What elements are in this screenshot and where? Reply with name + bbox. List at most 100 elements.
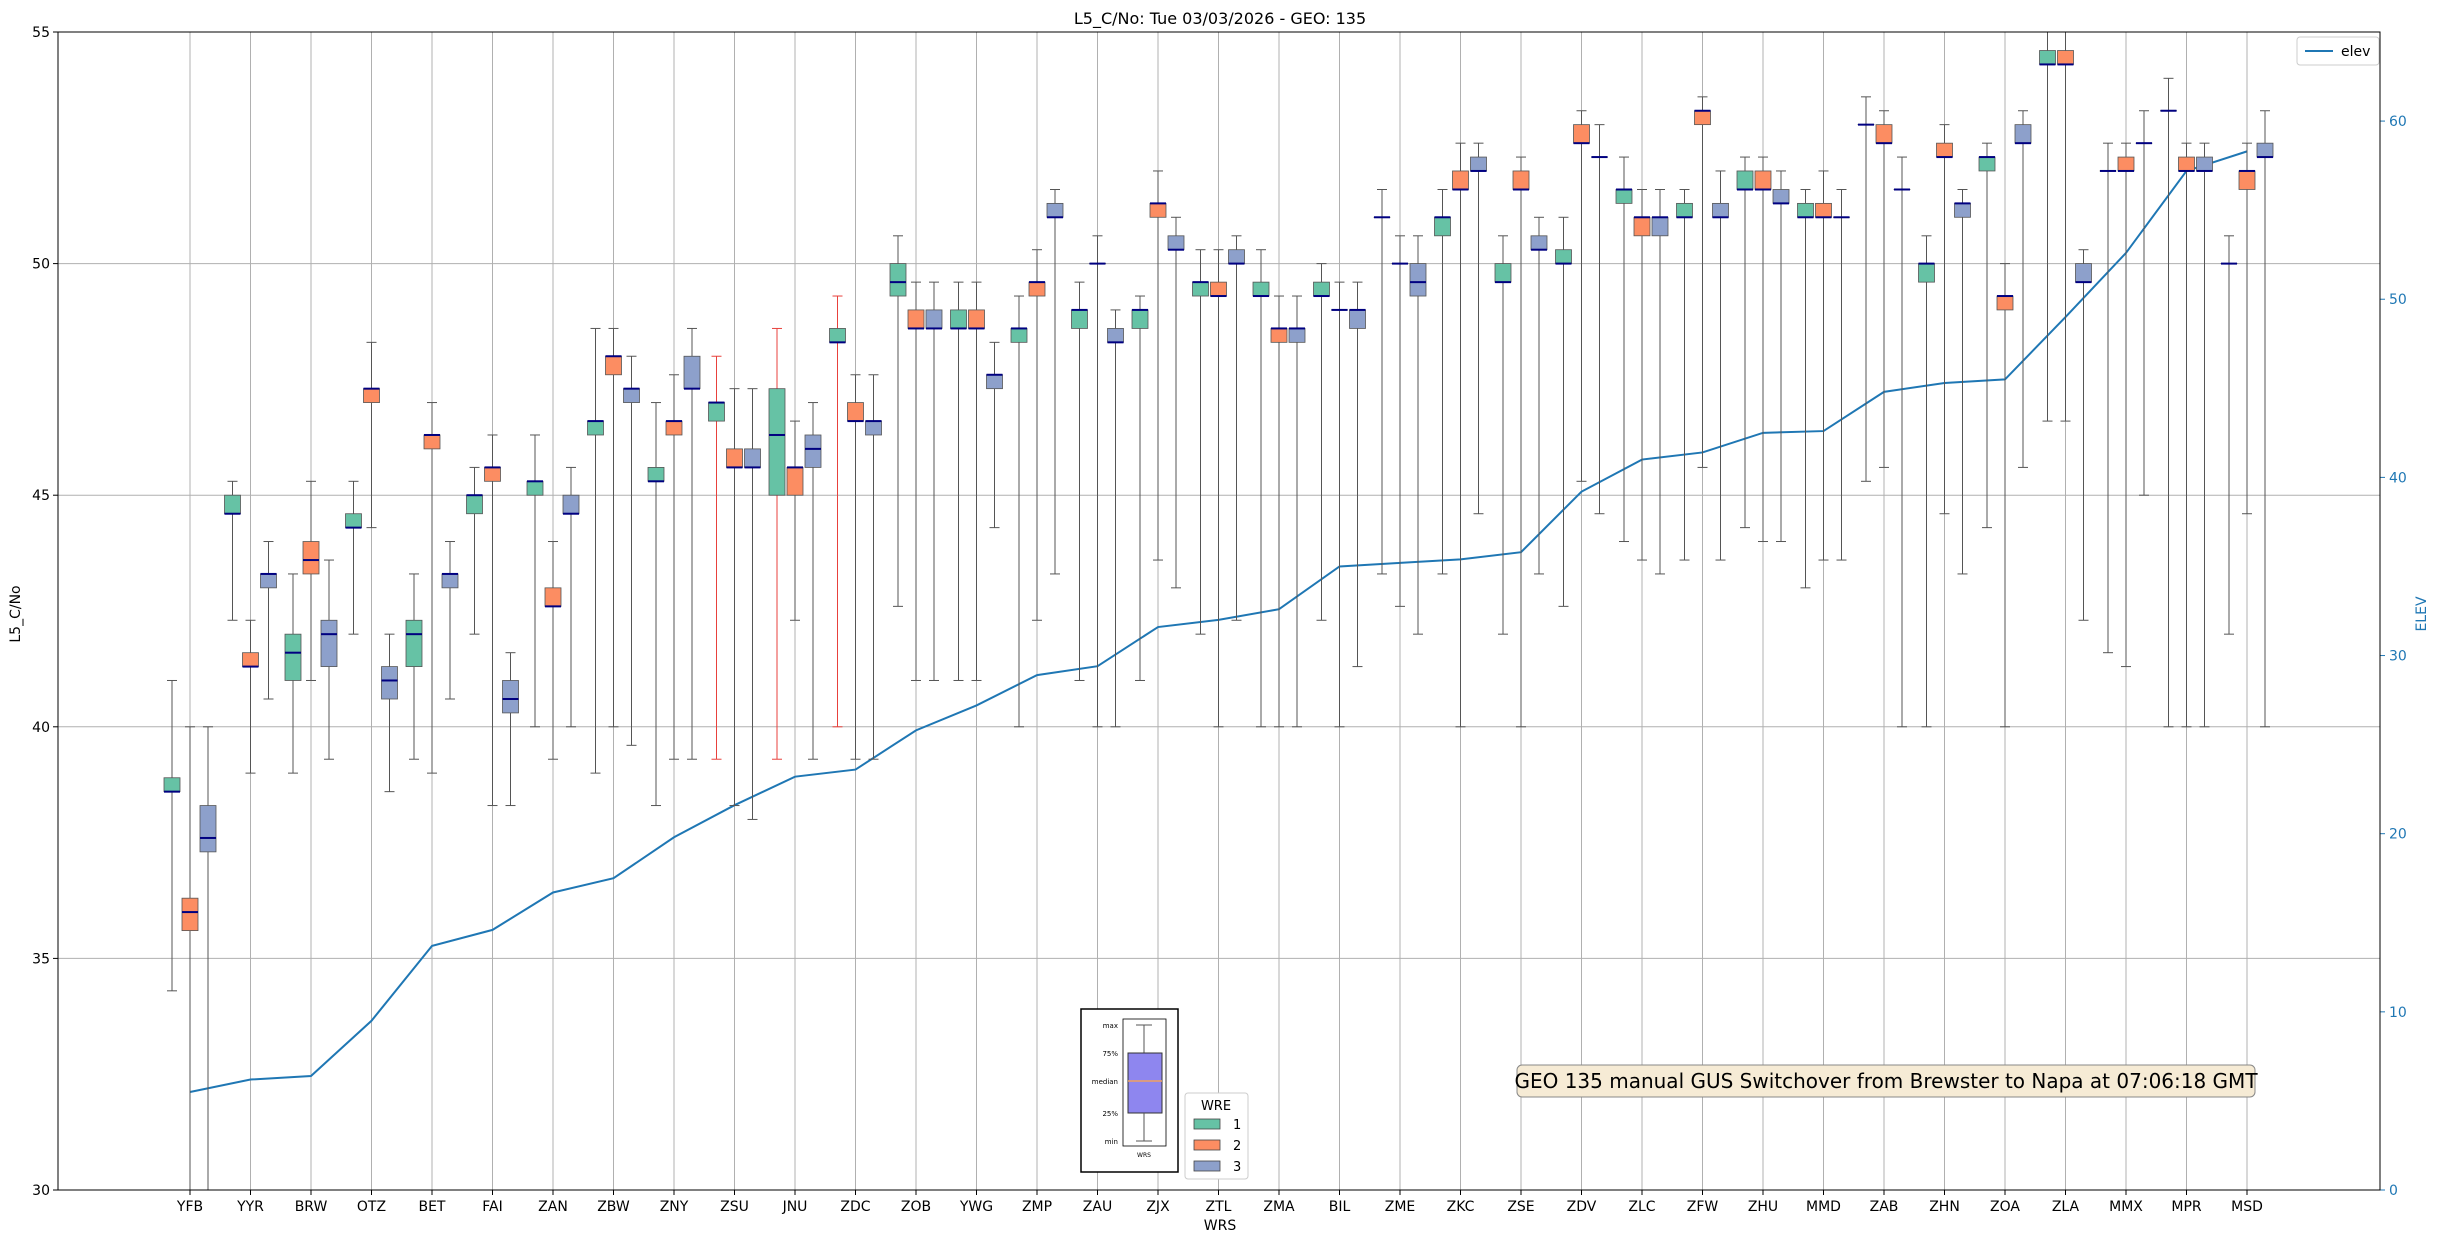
iqr-box bbox=[986, 374, 1003, 390]
iqr-box bbox=[1028, 281, 1046, 297]
iqr-box bbox=[804, 434, 822, 468]
iqr-box bbox=[1712, 202, 1729, 218]
iqr-box bbox=[1470, 156, 1487, 172]
box-wre2-ZLA bbox=[2057, 31, 2074, 422]
iqr-box bbox=[1071, 309, 1088, 329]
box-wre2-ZAB bbox=[1875, 110, 1893, 468]
box-wre3-ZDC bbox=[865, 374, 882, 760]
iqr-box bbox=[562, 494, 580, 515]
elev-legend: elev bbox=[2296, 36, 2380, 66]
box-wre1-MPR bbox=[2160, 77, 2177, 728]
x-tick-label: ZLC bbox=[1628, 1199, 1655, 1215]
iqr-box bbox=[302, 541, 320, 575]
switchover-annotation: GEO 135 manual GUS Switchover from Brews… bbox=[1514, 1064, 2258, 1098]
iqr-box bbox=[726, 448, 743, 468]
iqr-box bbox=[502, 680, 519, 714]
x-tick-label: JNU bbox=[782, 1199, 808, 1215]
x-tick-label: ZOB bbox=[901, 1199, 931, 1215]
annotation-box bbox=[1516, 1064, 2256, 1098]
iqr-box bbox=[284, 633, 302, 681]
box-wre2-MPR bbox=[2178, 142, 2195, 728]
iqr-box bbox=[1313, 281, 1330, 297]
box-wre2-MMX bbox=[2117, 142, 2135, 668]
inset-label-max: max bbox=[1103, 1022, 1118, 1030]
box-wre3-ZHU bbox=[1772, 170, 1790, 543]
box-wre2-ZLC bbox=[1633, 188, 1651, 561]
x-tick-label: ZMA bbox=[1263, 1199, 1295, 1215]
box-wre1-ZAU bbox=[1071, 281, 1088, 681]
iqr-box bbox=[1167, 235, 1185, 251]
box-wre3-ZAU bbox=[1107, 309, 1124, 728]
x-tick-label: ZBW bbox=[597, 1199, 630, 1215]
box-wre1-ZAN bbox=[526, 434, 544, 728]
axis-layer: 30 35 40 45 50 55 0 10 20 30 40 50 60 YFB YYR BRW OTZ BET… bbox=[32, 25, 2407, 1215]
iqr-box bbox=[1349, 309, 1366, 329]
box-wre1-ZHN bbox=[1918, 235, 1935, 728]
box-wre3-MPR bbox=[2196, 142, 2213, 728]
iqr-box bbox=[260, 573, 277, 589]
box-wre2-ZMP bbox=[1028, 249, 1046, 621]
x-tick-label: ZMP bbox=[1022, 1199, 1052, 1215]
inset-label-q1: 25% bbox=[1102, 1110, 1118, 1118]
iqr-box bbox=[484, 467, 501, 482]
iqr-box bbox=[1512, 170, 1530, 190]
box-wre3-MSD bbox=[2256, 110, 2274, 728]
box-wre3-JNU bbox=[804, 402, 822, 760]
box-wre2-ZOB bbox=[907, 281, 925, 681]
box-wre1-YFB bbox=[163, 679, 181, 992]
iqr-box bbox=[1555, 249, 1572, 264]
box-wre3-ZKC bbox=[1470, 142, 1487, 515]
iqr-box bbox=[1210, 281, 1227, 297]
box-wre1-ZME bbox=[1373, 188, 1391, 575]
iqr-box bbox=[1978, 156, 1996, 172]
iqr-box bbox=[526, 480, 544, 496]
box-wre1-ZJX bbox=[1131, 295, 1149, 681]
y-tick-label: 35 bbox=[32, 951, 50, 967]
iqr-box bbox=[847, 402, 864, 422]
box-wre3-ZOA bbox=[2014, 110, 2032, 468]
box-wre3-YFB bbox=[199, 726, 217, 1191]
box-wre2-ZHN bbox=[1936, 124, 1953, 515]
iqr-box bbox=[363, 388, 380, 403]
elev-legend-label: elev bbox=[2341, 44, 2370, 60]
iqr-box bbox=[1694, 110, 1711, 126]
inset-xlabel: WRS bbox=[1137, 1152, 1151, 1159]
box-wre3-ZHN bbox=[1954, 188, 1971, 575]
iqr-box bbox=[925, 309, 943, 329]
box-wre3-ZJX bbox=[1167, 216, 1185, 589]
x-tick-label: FAI bbox=[482, 1199, 502, 1215]
iqr-box bbox=[1046, 202, 1064, 218]
iqr-box bbox=[1736, 170, 1754, 190]
box-wre1-ZNY bbox=[647, 402, 665, 807]
box-wre1-ZKC bbox=[1434, 188, 1451, 575]
y-tick-label: 30 bbox=[32, 1183, 50, 1199]
x-axis-label: WRS bbox=[1204, 1218, 1237, 1234]
iqr-box bbox=[1252, 281, 1270, 297]
iqr-box bbox=[163, 777, 181, 793]
iqr-box bbox=[2075, 263, 2092, 283]
box-wre1-ZDV bbox=[1555, 216, 1572, 607]
box-wre3-ZDV bbox=[1591, 124, 1608, 515]
box-wre2-ZBW bbox=[605, 327, 622, 728]
box-wre1-ZLA bbox=[2039, 31, 2056, 422]
x-tick-label: ZKC bbox=[1447, 1199, 1475, 1215]
box-wre3-ZME bbox=[1409, 235, 1427, 635]
x-tick-label: ZOA bbox=[1990, 1199, 2020, 1215]
box-wre1-OTZ bbox=[345, 480, 362, 635]
elev-legend-frame bbox=[2296, 36, 2380, 66]
x-tick-label: YYR bbox=[236, 1199, 264, 1215]
box-wre2-ZME bbox=[1391, 235, 1409, 607]
x-tick-label: ZHU bbox=[1748, 1199, 1778, 1215]
wre-legend-swatch-2 bbox=[1193, 1139, 1221, 1151]
box-explainer-inset: max 75% median 25% min WRS bbox=[1080, 1008, 1179, 1173]
box-wre1-ZFW bbox=[1676, 188, 1693, 561]
wre-legend-title: WRE bbox=[1201, 1099, 1231, 1114]
iqr-box bbox=[1676, 202, 1693, 218]
iqr-box bbox=[1270, 328, 1288, 343]
box-wre1-ZAB bbox=[1857, 96, 1875, 482]
box-wre1-ZDC bbox=[829, 295, 846, 728]
iqr-box bbox=[1815, 202, 1832, 218]
x-tick-label: BRW bbox=[295, 1199, 328, 1215]
x-tick-label: ZSU bbox=[720, 1199, 749, 1215]
box-wre1-ZSU bbox=[708, 355, 725, 760]
